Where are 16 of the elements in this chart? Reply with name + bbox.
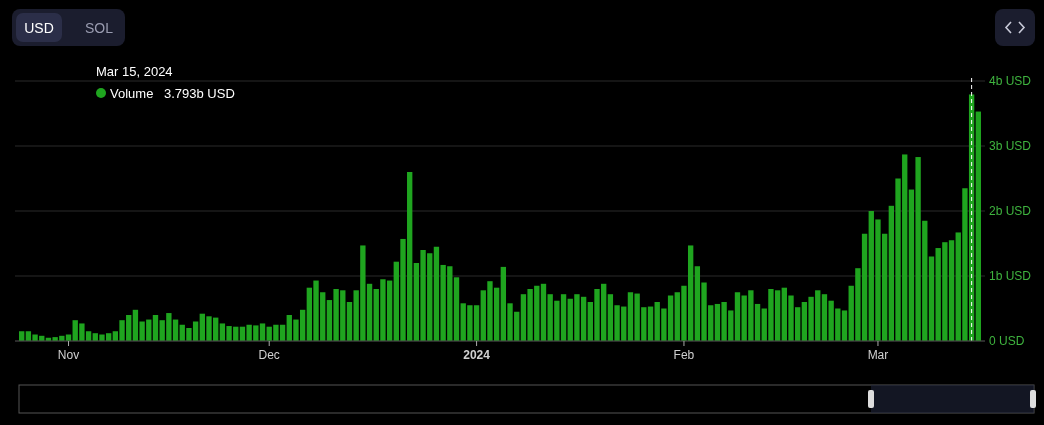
legend-label: Volume — [110, 86, 154, 101]
y-tick-label: 4b USD — [989, 74, 1032, 88]
text: Mar 15, 2024 — [96, 64, 173, 79]
y-tick-label: 0 USD — [989, 334, 1025, 348]
annotation: 3.793b USD — [164, 86, 235, 101]
x-tick-label: Mar — [867, 348, 889, 362]
y-tick-label: 3b USD — [989, 139, 1032, 153]
x-tick-label: Feb — [673, 348, 695, 362]
x-tick-label: Dec — [258, 348, 280, 362]
bar — [975, 111, 981, 341]
y-tick-label: 2b USD — [989, 204, 1032, 218]
text: SOL — [84, 20, 114, 36]
x-tick-label: Nov — [57, 348, 80, 362]
x-tick-label: 2024 — [463, 348, 491, 362]
y-tick-label: 1b USD — [989, 269, 1032, 283]
text: USD — [24, 20, 54, 36]
